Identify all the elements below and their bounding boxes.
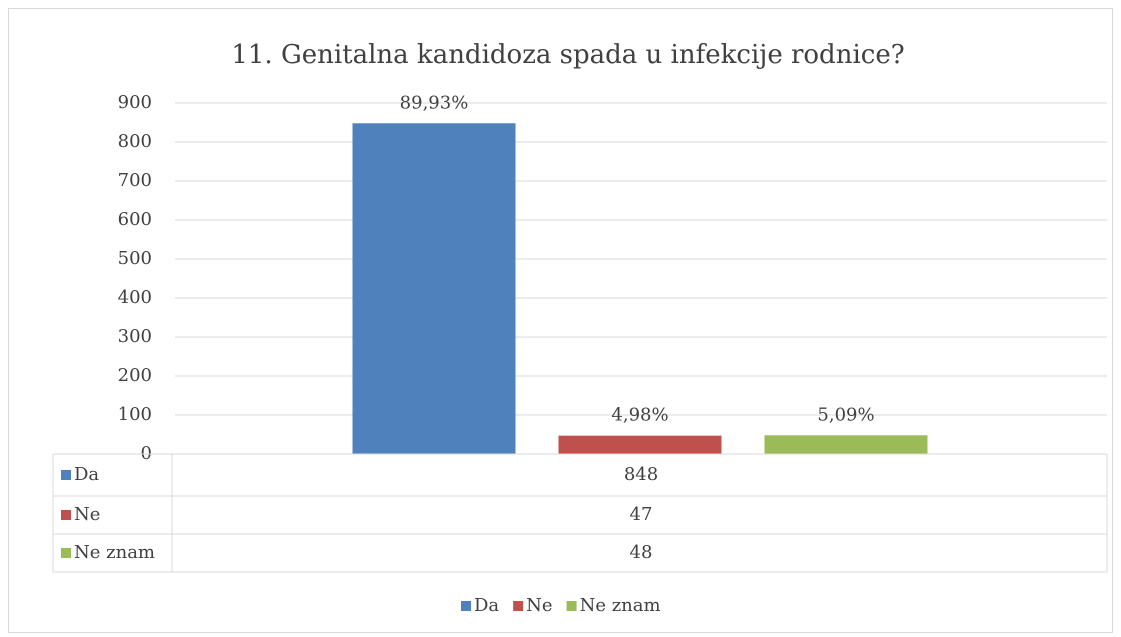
bar (352, 123, 516, 454)
table-row-label: Da (74, 464, 99, 485)
y-tick-label: 900 (118, 92, 152, 113)
y-tick-label: 400 (118, 287, 152, 308)
legend-key (461, 601, 471, 611)
legend-key (61, 548, 71, 558)
y-tick-label: 100 (118, 404, 152, 425)
table-value: 47 (630, 504, 653, 525)
chart-frame (8, 8, 1113, 633)
y-tick-label: 200 (118, 365, 152, 386)
table-value: 848 (624, 464, 658, 485)
y-tick-label: 800 (118, 131, 152, 152)
bar (764, 435, 928, 454)
legend-label: Ne znam (580, 595, 661, 616)
legend-label: Da (474, 595, 499, 616)
data-label: 89,93% (400, 92, 469, 113)
legend-key (61, 510, 71, 520)
legend-key (513, 601, 524, 611)
table-value: 48 (630, 542, 653, 563)
bar (558, 435, 722, 454)
legend-label: Ne (526, 595, 552, 616)
y-tick-label: 700 (118, 170, 152, 191)
legend-key (566, 601, 577, 611)
y-tick-label: 600 (118, 209, 152, 230)
data-label: 4,98% (611, 405, 668, 426)
legend-key (61, 470, 71, 480)
y-tick-label: 300 (118, 326, 152, 347)
chart-title: 11. Genitalna kandidoza spada u infekcij… (231, 40, 904, 70)
data-label: 5,09% (817, 404, 874, 425)
table-row-label: Ne (74, 504, 100, 525)
table-row-label: Ne znam (74, 542, 155, 563)
y-tick-label: 500 (118, 248, 152, 269)
